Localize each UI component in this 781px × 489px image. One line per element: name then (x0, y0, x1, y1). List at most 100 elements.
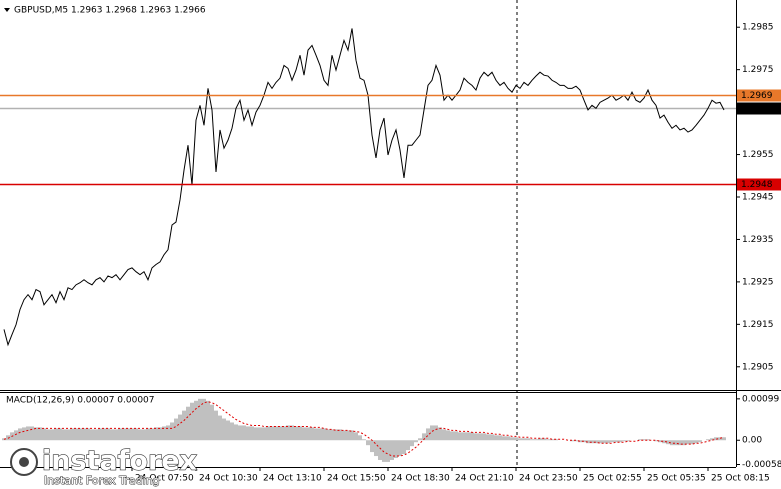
macd-bar (602, 440, 606, 444)
macd-bar (334, 429, 338, 441)
macd-bar (706, 439, 710, 441)
macd-bar (250, 426, 254, 441)
macd-bar (378, 440, 382, 460)
macd-bar (170, 422, 174, 441)
macd-bar (310, 427, 314, 441)
macd-bar (34, 427, 38, 441)
macd-bar (2, 438, 6, 441)
macd-bar (14, 430, 18, 441)
macd-bar (306, 427, 310, 441)
x-tick-label: 24 Oct 23:50 (519, 474, 578, 484)
macd-bar (178, 414, 182, 441)
macd-bar (538, 438, 542, 441)
macd-bar (582, 440, 586, 443)
macd-bar (658, 440, 662, 443)
y-tick-label: 0.00099 (742, 394, 779, 404)
macd-bar (54, 428, 58, 441)
macd-bar (534, 439, 538, 441)
macd-bar (150, 428, 154, 441)
macd-bar (102, 428, 106, 441)
y-tick-label: 1.2945 (742, 193, 774, 203)
macd-bar (402, 440, 406, 455)
macd-bar (622, 440, 626, 442)
macd-bar (38, 427, 42, 441)
y-tick-label: 1.2915 (742, 320, 774, 330)
chart-title: GBPUSD,M5 1.2963 1.2968 1.2963 1.2966 (14, 6, 206, 16)
price-line (3, 28, 725, 347)
macd-bar (482, 433, 486, 441)
y-tick-label: 1.2955 (742, 150, 774, 160)
macd-bar (514, 437, 518, 441)
level-label: 1.2966 (741, 104, 773, 114)
macd-bar (526, 438, 530, 441)
macd-bar (338, 429, 342, 441)
macd-bar (238, 425, 242, 441)
macd-bar (598, 440, 602, 444)
macd-bar (578, 440, 582, 443)
macd-bar (550, 439, 554, 441)
macd-bar (694, 440, 698, 444)
watermark: instaforex Instant Forex Trading (10, 445, 198, 488)
macd-bar (290, 425, 294, 441)
macd-bar (498, 435, 502, 441)
macd-bar (98, 428, 102, 441)
macd-bar (510, 437, 514, 441)
macd-bar (674, 440, 678, 446)
macd-bar (494, 435, 498, 441)
macd-bar (586, 440, 590, 444)
macd-bar (114, 429, 118, 441)
macd-bar (690, 440, 694, 445)
macd-bar (126, 428, 130, 441)
macd-bar (90, 429, 94, 441)
macd-bar (722, 437, 726, 441)
macd-bar (354, 432, 358, 441)
macd-bar (326, 429, 330, 441)
menu-triangle (4, 8, 10, 12)
macd-bar (154, 427, 158, 441)
macd-bar (262, 427, 266, 441)
macd-bar (274, 426, 278, 441)
macd-bar (646, 439, 650, 441)
macd-bar (366, 440, 370, 446)
macd-bar (374, 440, 378, 457)
macd-bar (614, 440, 618, 443)
macd-bar (298, 426, 302, 441)
level-label-box (737, 178, 781, 191)
macd-bar (142, 429, 146, 441)
macd-bar (714, 437, 718, 441)
macd-bar (466, 432, 470, 441)
macd-bar (278, 426, 282, 441)
macd-bar (118, 428, 122, 441)
macd-bar (686, 440, 690, 445)
macd-bar (74, 428, 78, 441)
macd-bar (322, 428, 326, 441)
signal-line (3, 401, 725, 457)
macd-bar (474, 433, 478, 441)
macd-bar (606, 440, 610, 444)
level-label-box (737, 102, 781, 115)
level-label: 1.2969 (741, 91, 773, 101)
macd-bar (134, 428, 138, 441)
macd-bar (542, 438, 546, 441)
y-tick-label: -0.00058 (742, 460, 781, 470)
macd-bar (718, 437, 722, 441)
macd-bar (502, 436, 506, 441)
macd-bar (410, 440, 414, 447)
macd-bar (610, 440, 614, 443)
macd-bar (218, 415, 222, 441)
macd-bar (62, 429, 66, 441)
watermark-brand: instaforex (42, 446, 197, 477)
level-label-box (737, 89, 781, 102)
macd-bar (570, 440, 574, 442)
macd-bar (654, 440, 658, 442)
macd-bar (594, 440, 598, 444)
macd-bar (82, 428, 86, 441)
macd-bar (490, 434, 494, 441)
macd-bar (214, 410, 218, 441)
x-tick-label: 25 Oct 02:55 (583, 474, 642, 484)
macd-bar (458, 432, 462, 441)
macd-bar (266, 426, 270, 441)
x-tick-label: 25 Oct 08:15 (711, 474, 770, 484)
